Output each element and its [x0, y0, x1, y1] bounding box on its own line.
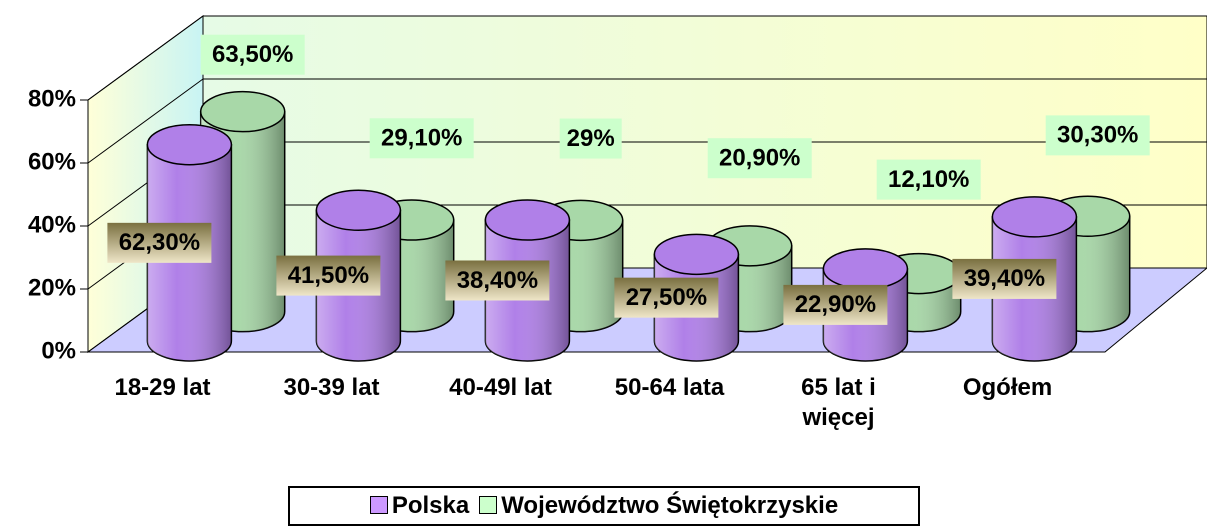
- value-label: 29,10%: [381, 125, 462, 152]
- value-label-bg: [1045, 115, 1150, 156]
- grid-line: [87, 78, 204, 164]
- y-tick-label: 20%: [28, 274, 76, 301]
- bar: [991, 196, 1078, 362]
- legend-label: Województwo Świętokrzyskie: [501, 492, 839, 519]
- y-tick-label: 40%: [28, 211, 76, 238]
- value-label: 41,50%: [288, 262, 369, 289]
- value-label: 20,90%: [719, 145, 800, 172]
- bar-top: [484, 199, 571, 241]
- value-label-bg: [707, 138, 812, 179]
- value-label-bg: [445, 260, 550, 301]
- value-label-bg: [276, 255, 381, 296]
- x-tick-label: 18-29 lat: [114, 374, 211, 401]
- value-label-bg: [107, 222, 212, 263]
- x-tick-label: 30-39 lat: [283, 374, 380, 401]
- y-tick-label: 60%: [28, 148, 76, 175]
- bar-top: [146, 123, 233, 166]
- y-tick-label: 0%: [41, 337, 76, 364]
- value-label: 63,50%: [212, 41, 293, 68]
- legend-swatch: [479, 496, 498, 514]
- bar-top: [822, 248, 909, 290]
- legend-swatch: [369, 496, 388, 514]
- value-label-bg: [614, 277, 719, 318]
- value-label: 29%: [567, 125, 615, 152]
- value-label-bg: [200, 34, 305, 75]
- legend-item: Polska: [369, 492, 470, 520]
- value-label-bg: [876, 159, 981, 200]
- value-label: 27,50%: [626, 284, 707, 311]
- value-label: 38,40%: [457, 267, 538, 294]
- value-label: 22,90%: [795, 291, 876, 318]
- value-label: 39,40%: [964, 265, 1045, 292]
- x-tick-label: 40-49l lat: [449, 374, 552, 401]
- value-label: 30,30%: [1057, 122, 1138, 149]
- x-tick-label: 65 lat i więcej: [801, 374, 876, 431]
- legend: Polska Województwo Świętokrzyskie: [288, 486, 920, 526]
- x-tick-label: Ogółem: [962, 374, 1053, 401]
- value-label: 12,10%: [888, 166, 969, 193]
- grid-line: [87, 15, 204, 101]
- value-label-bg: [952, 258, 1057, 299]
- bar-top: [315, 189, 402, 231]
- x-tick-label: 50-64 lata: [614, 374, 725, 401]
- bar-top: [653, 233, 740, 276]
- value-label-bg: [369, 118, 474, 159]
- value-label-bg: [783, 284, 888, 325]
- value-label-bg: [559, 118, 622, 159]
- value-label: 62,30%: [119, 229, 200, 256]
- legend-item: Województwo Świętokrzyskie: [479, 492, 838, 520]
- legend-label: Polska: [391, 492, 470, 519]
- y-tick-label: 80%: [28, 85, 76, 112]
- bar-top: [199, 90, 286, 133]
- bar-top: [991, 196, 1078, 238]
